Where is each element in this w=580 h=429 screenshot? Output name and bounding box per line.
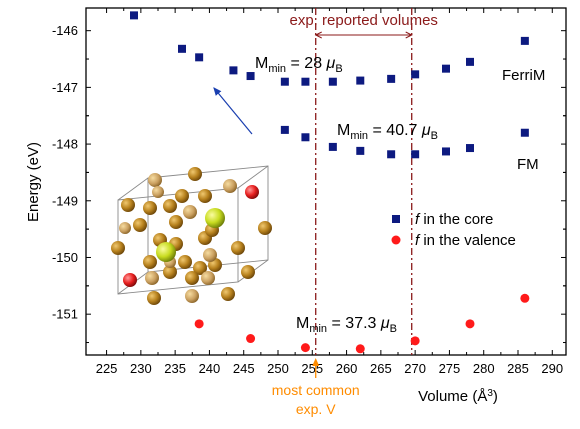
data-point-square [442, 147, 450, 156]
data-point-circle [465, 319, 475, 329]
data-point-square [246, 72, 255, 81]
x-tick-label: 290 [541, 361, 563, 376]
x-tick-label: 275 [439, 361, 461, 376]
x-tick-label: 230 [130, 361, 152, 376]
x-tick-label: 245 [233, 361, 255, 376]
data-point-circle [194, 319, 204, 329]
data-point-square [301, 133, 310, 142]
data-point-square [520, 128, 529, 137]
data-point-circle [355, 344, 365, 354]
data-point-square [520, 36, 529, 45]
x-tick-label: 285 [507, 361, 529, 376]
data-point-square [356, 146, 365, 155]
legend-marker-valence [391, 235, 401, 245]
y-tick-label: -151 [52, 307, 78, 322]
data-point-square [466, 57, 474, 66]
most-common-label-line1: most common [272, 382, 360, 398]
x-tick-label: 225 [96, 361, 118, 376]
x-tick-label: 260 [336, 361, 358, 376]
most-common-label-line2: exp. V [296, 401, 336, 417]
data-point-square [280, 125, 289, 134]
exp-range-annotation: exp. reported volumes [290, 8, 438, 355]
data-point-square [411, 70, 420, 79]
data-point-square [328, 77, 337, 86]
data-point-circle [246, 334, 256, 344]
data-point-circle [520, 293, 530, 303]
exp-range-label: exp. reported volumes [290, 12, 438, 29]
crystal-structure-icon [111, 165, 272, 305]
ferrim-label: FerriM [502, 67, 545, 84]
y-tick-label: -147 [52, 80, 78, 95]
y-tick-label: -148 [52, 137, 78, 152]
data-point-square [466, 144, 474, 153]
x-tick-label: 270 [404, 361, 426, 376]
m-min-37-label: Mmin = 37.3 μB [296, 315, 397, 335]
y-axis-label: Energy (eV) [25, 142, 42, 222]
y-axis-ticks: -146 -147 -148 -149 -150 -151 [52, 23, 566, 344]
m-min-28-label: Mmin = 28 μB [255, 55, 343, 75]
x-tick-label: 255 [301, 361, 323, 376]
m-min-40-label: Mmin = 40.7 μB [337, 122, 438, 142]
most-common-arrow-head [312, 358, 320, 366]
data-point-square [411, 150, 420, 159]
data-point-square [178, 44, 186, 53]
data-point-square [442, 64, 450, 73]
data-point-square [328, 142, 337, 151]
exp-range-arrow-left-head [314, 31, 322, 39]
x-tick-label: 250 [267, 361, 289, 376]
data-point-circle [410, 336, 420, 346]
data-point-square [356, 76, 365, 85]
legend-marker-core [392, 215, 400, 223]
most-common-annotation: most common exp. V [272, 358, 360, 417]
exp-range-arrow-right-head [405, 31, 413, 39]
x-axis-label: Volume (Å3) [418, 388, 498, 406]
data-point-square [229, 66, 238, 75]
x-tick-label: 280 [473, 361, 495, 376]
m28-arrow [213, 87, 253, 135]
data-point-circle [300, 343, 310, 353]
y-tick-label: -149 [52, 193, 78, 208]
data-point-square [301, 77, 310, 86]
data-point-square [280, 77, 289, 86]
y-tick-label: -146 [52, 23, 78, 38]
y-tick-label: -150 [52, 250, 78, 265]
data-point-square [387, 150, 396, 159]
x-tick-label: 265 [370, 361, 392, 376]
data-point-square [130, 11, 138, 20]
data-point-square [195, 53, 204, 62]
data-points [130, 11, 530, 354]
legend-entry-valence: f in the valence [415, 232, 516, 249]
x-axis-ticks: 225 230 235 240 245 250 255 260 265 270 275 280 285 2… [96, 8, 563, 376]
legend-entry-core: f in the core [415, 211, 493, 228]
data-point-square [387, 74, 396, 83]
x-tick-label: 235 [164, 361, 186, 376]
legend: f in the core f in the valence [391, 211, 516, 249]
x-tick-label: 240 [199, 361, 221, 376]
fm-label: FM [517, 156, 539, 173]
plot-frame [85, 7, 567, 356]
